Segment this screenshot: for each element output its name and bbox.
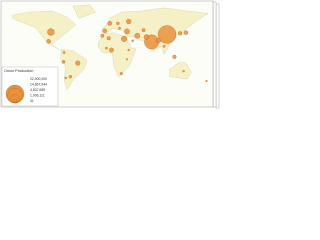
production-circle bbox=[141, 28, 146, 33]
production-circle bbox=[205, 80, 208, 83]
land bbox=[12, 10, 76, 51]
land bbox=[98, 32, 137, 78]
legend-label: 22,000,000 bbox=[30, 77, 47, 81]
production-circle bbox=[105, 46, 108, 50]
production-circle bbox=[121, 35, 128, 42]
legend-label: 14,667,944 bbox=[30, 82, 47, 86]
legend-label: 4,837,689 bbox=[30, 88, 45, 92]
land bbox=[169, 62, 192, 80]
production-circle bbox=[157, 25, 177, 44]
production-circle bbox=[162, 44, 166, 48]
production-circle bbox=[143, 34, 150, 40]
production-circle bbox=[64, 76, 67, 80]
production-circle bbox=[47, 28, 55, 36]
production-circle bbox=[46, 39, 51, 44]
legend-label: 31 bbox=[30, 99, 34, 103]
production-circle bbox=[116, 21, 120, 25]
production-circle bbox=[182, 69, 185, 73]
production-circle bbox=[119, 72, 123, 76]
production-circle bbox=[100, 33, 105, 38]
production-circle bbox=[68, 75, 72, 79]
production-circle bbox=[61, 60, 66, 64]
production-circle bbox=[107, 21, 113, 26]
legend-circle bbox=[14, 101, 16, 104]
production-circle bbox=[172, 54, 177, 59]
production-circle bbox=[134, 32, 141, 39]
land bbox=[72, 4, 96, 19]
production-circle bbox=[75, 60, 81, 66]
production-circle bbox=[156, 38, 161, 44]
production-circle bbox=[131, 39, 134, 42]
page-stack bbox=[215, 3, 220, 109]
production-circle bbox=[102, 28, 107, 33]
production-circle bbox=[183, 30, 189, 35]
production-circle bbox=[106, 36, 111, 41]
production-circle bbox=[62, 51, 66, 54]
production-circle bbox=[178, 31, 183, 36]
production-circle bbox=[125, 58, 128, 61]
production-circle bbox=[124, 28, 130, 35]
page-stack bbox=[212, 1, 217, 108]
legend-title: Onion Production bbox=[4, 69, 33, 73]
production-circle bbox=[109, 47, 114, 53]
production-circle bbox=[127, 48, 130, 52]
production-circle bbox=[118, 26, 121, 30]
production-circle bbox=[126, 18, 132, 25]
legend-label: 1,006,111 bbox=[30, 93, 45, 97]
legend-circle bbox=[5, 84, 25, 104]
page: Onion Production 22,000,000 14,667,944 4,8… bbox=[0, 0, 320, 110]
production-circles bbox=[46, 18, 208, 83]
